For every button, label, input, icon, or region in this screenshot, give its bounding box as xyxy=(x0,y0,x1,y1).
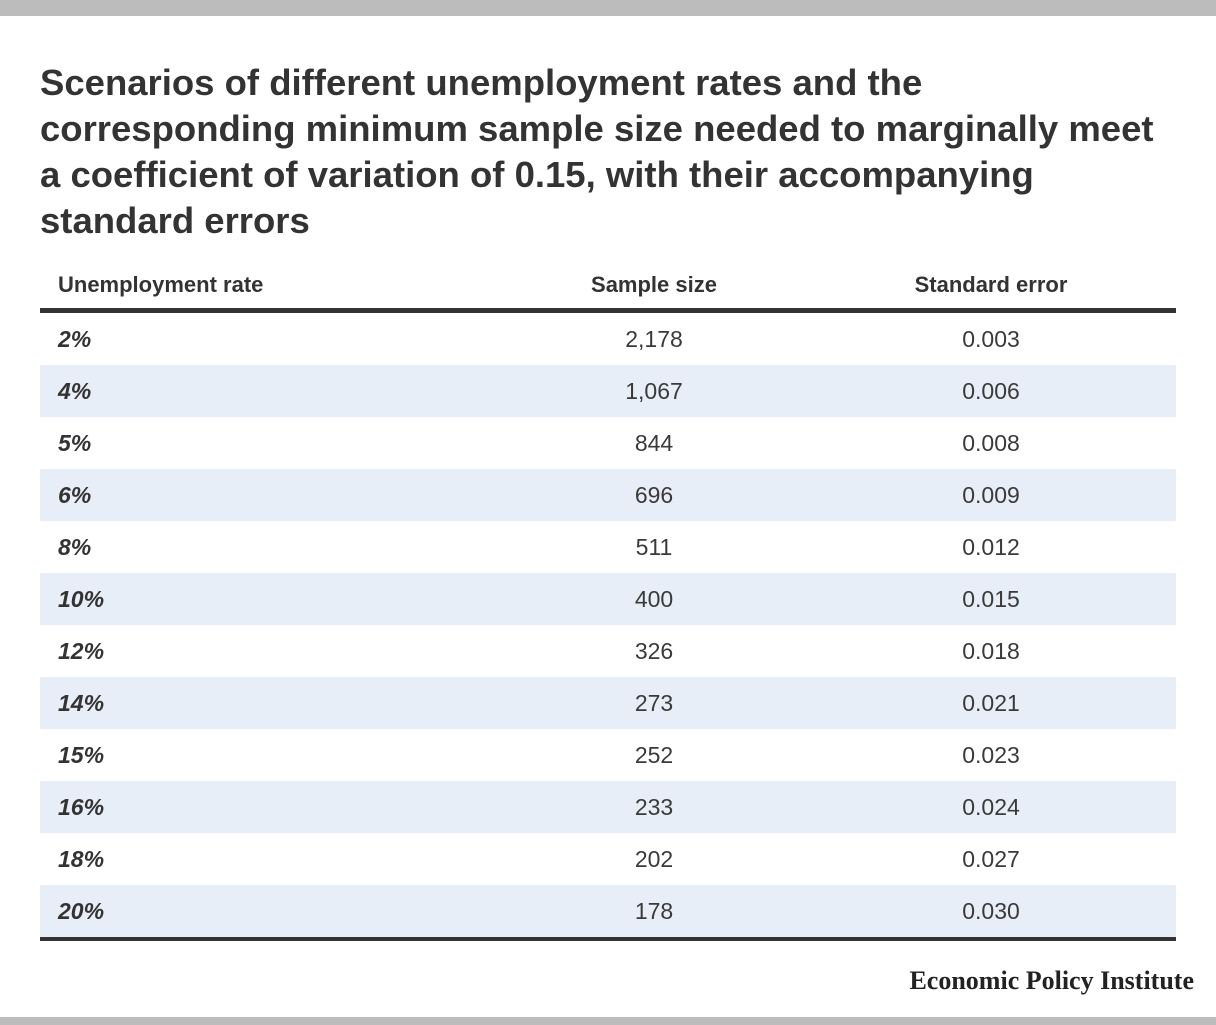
cell-sample-size: 252 xyxy=(634,741,674,768)
cell-sample-size: 178 xyxy=(634,897,674,924)
cell-sample-size: 844 xyxy=(634,429,674,456)
cell-standard-error: 0.018 xyxy=(962,637,1020,664)
cell-unemployment-rate: 12% xyxy=(58,637,105,664)
cell-standard-error: 0.009 xyxy=(962,481,1020,508)
cell-sample-size: 511 xyxy=(635,533,673,560)
table-header: Unemployment rate Sample size Standard e… xyxy=(40,258,1176,313)
table-body: 2% 2,178 0.003 4% 1,067 0.006 5% 844 0.008 6% 696 0… xyxy=(40,313,1176,937)
cell-standard-error: 0.030 xyxy=(962,897,1020,924)
cell-unemployment-rate: 18% xyxy=(58,845,105,872)
table-row: 15% 252 0.023 xyxy=(40,729,1176,781)
header-sample-size: Sample size xyxy=(591,272,717,297)
table-row: 6% 696 0.009 xyxy=(40,469,1176,521)
table-row: 12% 326 0.018 xyxy=(40,625,1176,677)
cell-sample-size: 2,178 xyxy=(625,325,683,352)
table-row: 5% 844 0.008 xyxy=(40,417,1176,469)
table-row: 14% 273 0.021 xyxy=(40,677,1176,729)
cell-standard-error: 0.021 xyxy=(962,689,1020,716)
cell-unemployment-rate: 10% xyxy=(58,585,105,612)
cell-sample-size: 202 xyxy=(634,845,674,872)
cell-standard-error: 0.008 xyxy=(962,429,1020,456)
cell-sample-size: 696 xyxy=(634,481,674,508)
page-title: Scenarios of different unemployment rate… xyxy=(40,62,1154,241)
cell-standard-error: 0.024 xyxy=(962,793,1020,820)
cell-sample-size: 1,067 xyxy=(625,377,683,404)
cell-standard-error: 0.006 xyxy=(962,377,1020,404)
cell-unemployment-rate: 20% xyxy=(58,897,105,924)
cell-unemployment-rate: 6% xyxy=(58,481,92,508)
cell-unemployment-rate: 2% xyxy=(58,325,92,352)
cell-standard-error: 0.023 xyxy=(962,741,1020,768)
header-standard-error: Standard error xyxy=(914,272,1068,297)
table-bottom-rule xyxy=(40,937,1176,941)
cell-unemployment-rate: 8% xyxy=(58,533,92,560)
header-unemployment-rate: Unemployment rate xyxy=(58,272,264,297)
table-row: 10% 400 0.015 xyxy=(40,573,1176,625)
cell-standard-error: 0.015 xyxy=(962,585,1020,612)
table-row: 16% 233 0.024 xyxy=(40,781,1176,833)
table-row: 2% 2,178 0.003 xyxy=(40,313,1176,365)
cell-unemployment-rate: 4% xyxy=(58,377,92,404)
table-row: 4% 1,067 0.006 xyxy=(40,365,1176,417)
cell-unemployment-rate: 5% xyxy=(58,429,92,456)
cell-unemployment-rate: 16% xyxy=(58,793,105,820)
cell-standard-error: 0.027 xyxy=(962,845,1020,872)
cell-sample-size: 326 xyxy=(634,637,674,664)
cell-sample-size: 273 xyxy=(634,689,674,716)
cell-unemployment-rate: 15% xyxy=(58,741,105,768)
top-border xyxy=(0,0,1216,16)
cell-unemployment-rate: 14% xyxy=(58,689,105,716)
cell-sample-size: 233 xyxy=(634,793,674,820)
cell-sample-size: 400 xyxy=(634,585,674,612)
data-table: Unemployment rate Sample size Standard e… xyxy=(40,258,1176,941)
bottom-border xyxy=(0,1017,1216,1025)
table-row: 18% 202 0.027 xyxy=(40,833,1176,885)
table-row: 20% 178 0.030 xyxy=(40,885,1176,937)
table-row: 8% 511 0.012 xyxy=(40,521,1176,573)
source-credit: Economic Policy Institute xyxy=(909,966,1194,995)
cell-standard-error: 0.003 xyxy=(962,325,1020,352)
cell-standard-error: 0.012 xyxy=(962,533,1020,560)
